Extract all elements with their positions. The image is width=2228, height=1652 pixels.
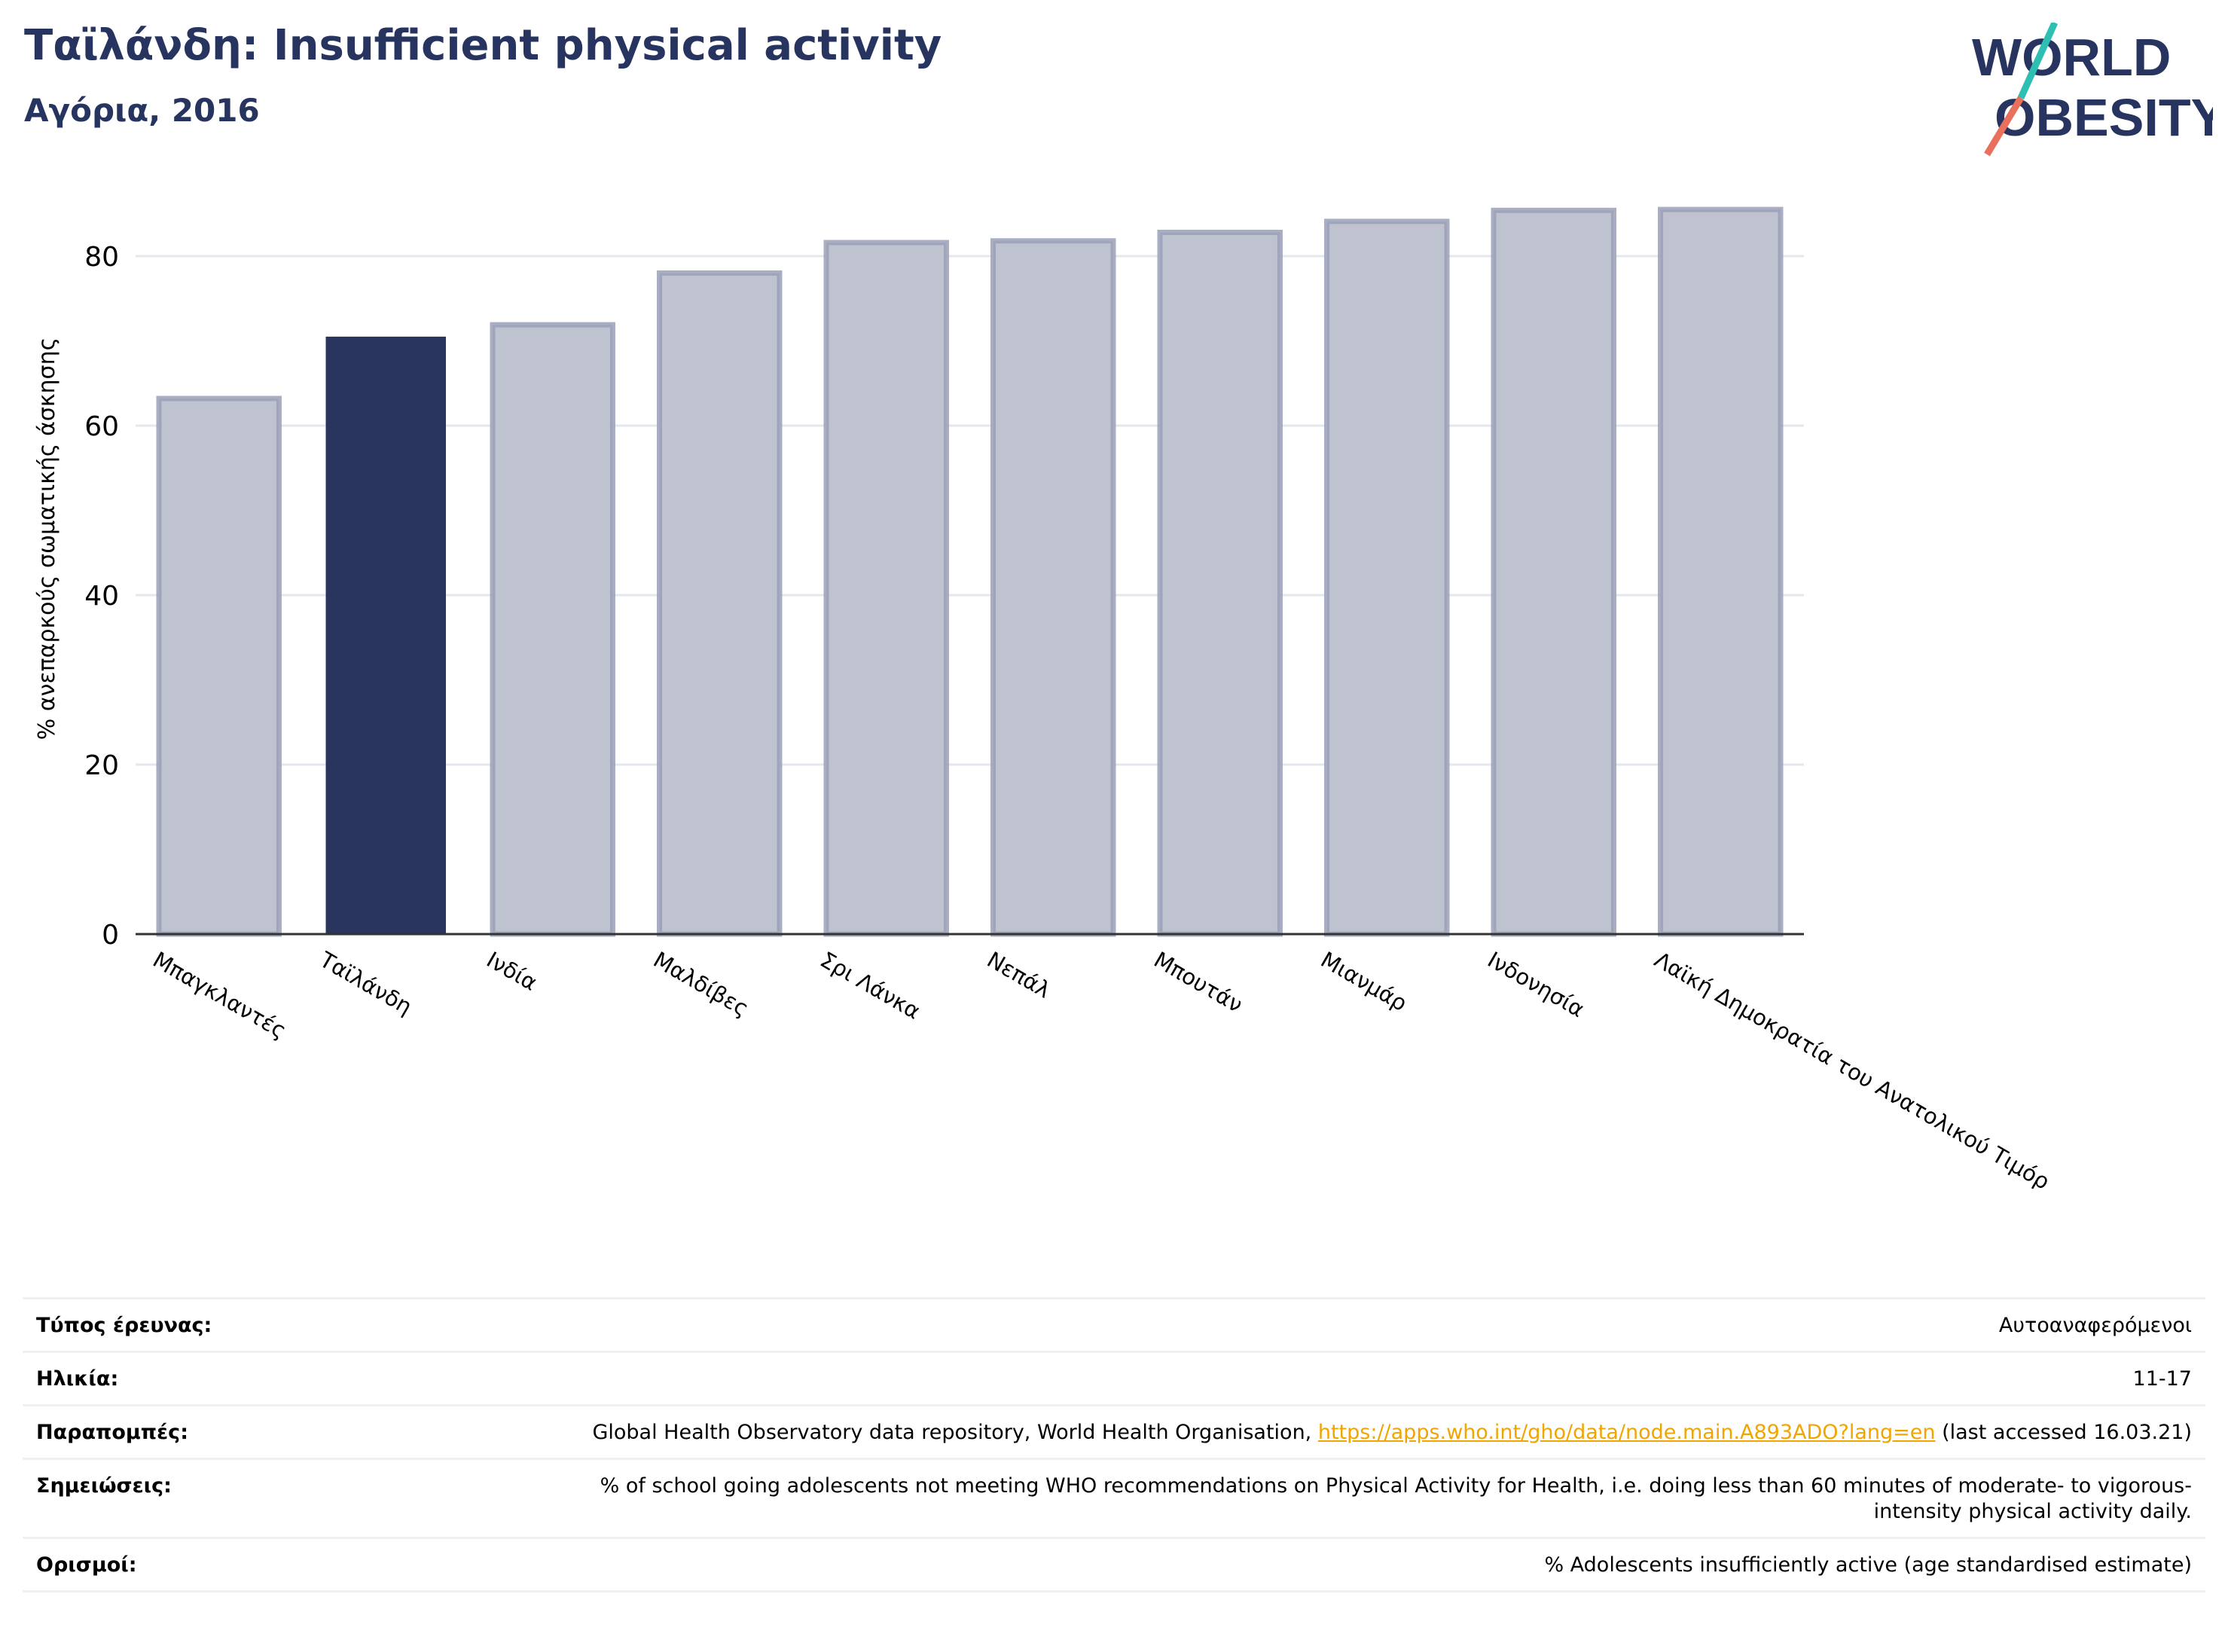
bar — [1157, 230, 1283, 937]
page-subtitle: Αγόρια, 2016 — [24, 92, 260, 129]
logo-line-1: WORLD — [1972, 28, 2171, 87]
bar — [823, 240, 949, 937]
y-tick-label: 60 — [84, 411, 119, 442]
x-tick-label: Ταϊλάνδη — [315, 946, 417, 1020]
x-tick-label: Μπαγκλαντές — [148, 947, 291, 1044]
x-tick-label: Ινδία — [482, 947, 542, 996]
meta-row-notes: Σημειώσεις: % of school going adolescent… — [23, 1458, 2205, 1538]
reference-text: Global Health Observatory data repositor… — [592, 1421, 1318, 1444]
x-tick-label: Νεπάλ — [983, 947, 1055, 1003]
metadata-table: Τύπος έρευνας: Αυτοαναφερόμενοι Ηλικία: … — [23, 1297, 2205, 1592]
bar — [156, 395, 282, 937]
y-tick-label: 0 — [102, 920, 119, 951]
meta-row-age: Ηλικία: 11-17 — [23, 1351, 2205, 1406]
y-axis-label: % ανεπαρκούς σωματικής άσκησης — [34, 337, 60, 740]
page-title: Ταϊλάνδη: Insufficient physical activity — [24, 21, 942, 70]
x-tick-label: Μπουτάν — [1149, 947, 1247, 1018]
meta-value: Global Health Observatory data repositor… — [502, 1406, 2205, 1459]
x-tick-label: Σρι Λάνκα — [816, 947, 924, 1024]
meta-value: 11-17 — [2132, 1367, 2192, 1391]
x-tick-label: Μιανμάρ — [1317, 947, 1412, 1017]
y-tick-label: 40 — [84, 581, 119, 612]
bar — [657, 270, 783, 937]
logo-line-2: OBESITY — [1995, 88, 2213, 147]
bar — [490, 322, 615, 937]
meta-row-definitions: Ορισμοί: % Adolescents insufficiently ac… — [23, 1537, 2205, 1592]
meta-label: Ηλικία: — [36, 1367, 119, 1391]
bar-chart: 0 20 40 60 80 Μπαγκλαντές Ταϊλάνδη Ινδία Μαλδίβε… — [34, 206, 2054, 1195]
meta-value: Αυτοαναφερόμενοι — [1998, 1314, 2192, 1337]
bar — [1658, 206, 1784, 937]
meta-value: % Adolescents insufficiently active (age… — [1544, 1553, 2192, 1577]
bar — [325, 336, 446, 934]
x-tick-label: Μαλδίβες — [649, 947, 753, 1021]
bar — [1491, 207, 1616, 937]
x-tick-label: Λαϊκή Δημοκρατία του Ανατολικού Τιμόρ — [1650, 947, 2054, 1195]
reference-link[interactable]: https://apps.who.int/gho/data/node.main.… — [1317, 1421, 1936, 1444]
meta-label: Σημειώσεις: — [36, 1474, 172, 1498]
bar — [1324, 218, 1450, 937]
meta-label: Παραπομπές: — [36, 1421, 188, 1444]
y-tick-label: 20 — [84, 750, 119, 781]
bar — [990, 238, 1116, 937]
meta-row-references: Παραπομπές: Global Health Observatory da… — [23, 1405, 2205, 1459]
reference-access-note: (last accessed 16.03.21) — [1935, 1421, 2192, 1444]
meta-value: % of school going adolescents not meetin… — [600, 1474, 2192, 1523]
y-tick-label: 80 — [84, 242, 119, 273]
x-tick-label: Ινδονησία — [1483, 947, 1589, 1023]
meta-label: Ορισμοί: — [36, 1553, 137, 1577]
meta-row-survey-type: Τύπος έρευνας: Αυτοαναφερόμενοι — [23, 1298, 2205, 1352]
world-obesity-logo: WORLD OBESITY — [1972, 23, 2213, 157]
meta-label: Τύπος έρευνας: — [36, 1314, 212, 1337]
